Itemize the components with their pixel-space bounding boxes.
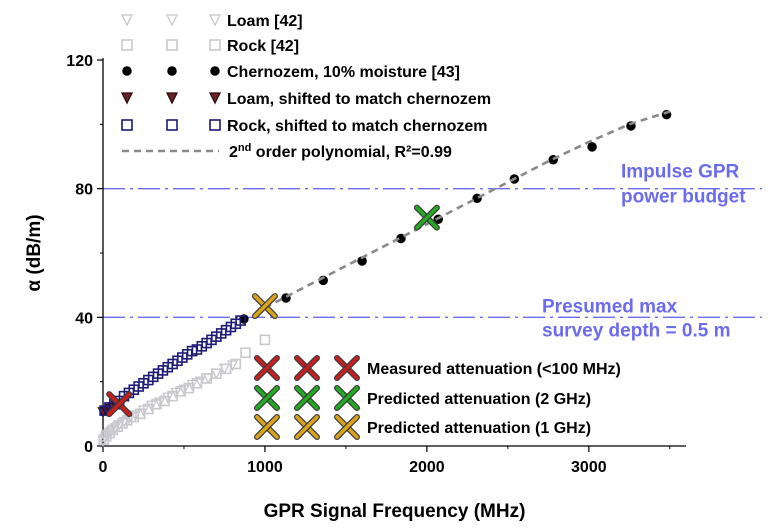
legend-cross-marker <box>294 385 320 411</box>
legend-marker <box>120 92 134 105</box>
data-point <box>230 358 242 370</box>
y-tick-label: 40 <box>75 310 93 327</box>
legend-cross-marker <box>334 355 360 381</box>
legend-cross-marker <box>334 414 360 440</box>
cross-stroke <box>253 294 277 318</box>
marker-legend-label: Predicted attenuation (1 GHz) <box>367 420 591 437</box>
legend-cross-marker <box>334 385 360 411</box>
legend-marker <box>209 39 221 51</box>
highlight-cross-marker <box>413 204 440 231</box>
highlight-cross-marker <box>106 391 133 418</box>
data-point <box>175 386 187 397</box>
y-tick-label: 120 <box>66 53 93 70</box>
data-point <box>587 142 597 152</box>
legend-label: Loam [42] <box>227 13 303 30</box>
reference-line-label: power budget <box>621 187 746 208</box>
x-tick-label: 3000 <box>571 459 607 476</box>
cross-stroke <box>335 386 359 410</box>
legend-cross-marker <box>254 414 280 440</box>
legend-marker <box>208 14 222 27</box>
legend-marker <box>121 39 133 51</box>
legend-label: 2nd order polynomial, R²=0.99 <box>229 142 452 161</box>
legend-marker <box>166 39 178 51</box>
x-axis-label: GPR Signal Frequency (MHz) <box>264 501 526 522</box>
series-5 <box>264 110 671 309</box>
data-point <box>104 427 115 439</box>
axes: 0 40 80 120 0 1000 2000 3000 GPR Signal Frequenc… <box>24 53 686 522</box>
data-point <box>100 431 112 442</box>
legend-marker <box>166 119 178 131</box>
cross-stroke <box>255 386 279 410</box>
cross-stroke <box>255 356 279 380</box>
x-tick-label: 0 <box>99 459 108 476</box>
legend-label: Loam, shifted to match chernozem <box>227 91 491 108</box>
legend-label: Rock, shifted to match chernozem <box>227 118 488 135</box>
data-point <box>98 434 110 445</box>
cross-stroke <box>295 415 319 439</box>
data-point <box>240 347 251 359</box>
legend-cross-marker <box>294 355 320 381</box>
reference-line-label: Impulse GPR <box>621 162 740 183</box>
marker-legend-label: Measured attenuation (<100 MHz) <box>367 361 621 378</box>
legend-marker <box>122 66 132 76</box>
x-tick-label: 1000 <box>247 459 283 476</box>
reference-line-label: survey depth = 0.5 m <box>542 320 731 341</box>
legend-marker <box>121 119 133 131</box>
legend-marker <box>167 66 177 76</box>
marker-legend-label: Predicted attenuation (2 GHz) <box>367 391 591 408</box>
cross-stroke <box>335 356 359 380</box>
data-point <box>259 334 271 346</box>
y-axis-label: α (dB/m) <box>24 214 45 291</box>
legend-marker <box>210 66 220 76</box>
series-2 <box>239 109 672 324</box>
cross-stroke <box>255 415 279 439</box>
reference-line-label: Presumed max <box>542 296 678 317</box>
legend-marker <box>209 119 221 131</box>
cross-stroke <box>335 415 359 439</box>
cross-stroke <box>415 205 439 230</box>
legend-label: Chernozem, 10% moisture [43] <box>227 64 460 81</box>
legend-cross-marker <box>294 414 320 440</box>
legend-label: Rock [42] <box>227 38 299 55</box>
data-point <box>235 315 246 326</box>
legend-marker <box>120 14 134 27</box>
fit-line <box>264 110 671 309</box>
series-1 <box>98 334 271 445</box>
reference-lines: Impulse GPR power budget Presumed max surve… <box>103 162 762 341</box>
legend: Loam [42] Rock [42] Chernozem, 10% moistur… <box>120 13 491 161</box>
x-tick-label: 2000 <box>409 459 445 476</box>
legend-marker <box>208 92 222 105</box>
legend-marker <box>165 14 179 27</box>
legend-cross-marker <box>254 355 280 381</box>
y-tick-label: 0 <box>84 439 93 456</box>
data-point <box>151 398 162 410</box>
highlight-markers <box>106 204 440 418</box>
highlight-cross-marker <box>251 293 278 320</box>
cross-stroke <box>295 386 319 410</box>
cross-stroke <box>107 392 131 416</box>
data-point <box>357 256 367 266</box>
y-tick-label: 80 <box>75 182 93 199</box>
legend-marker <box>165 92 179 105</box>
data-point <box>396 233 406 244</box>
marker-legend: Measured attenuation (<100 MHz) Predicted… <box>254 355 621 440</box>
cross-stroke <box>295 356 319 380</box>
legend-cross-marker <box>254 385 280 411</box>
